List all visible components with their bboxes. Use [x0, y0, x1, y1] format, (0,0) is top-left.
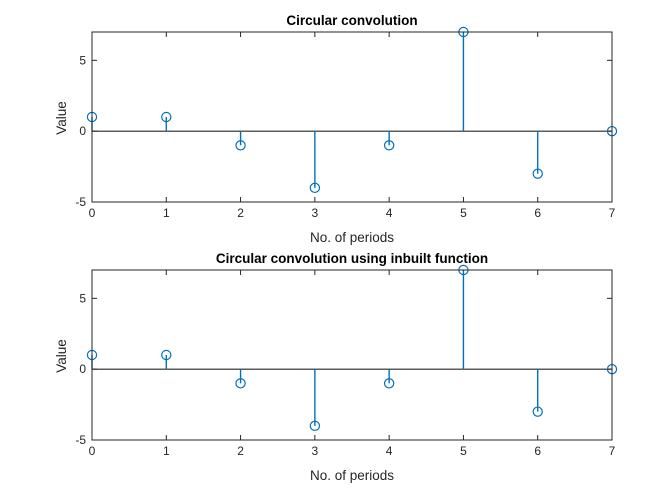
subplot-2-xtick-label: 5	[460, 444, 467, 458]
subplot-2-xtick-label: 7	[609, 444, 616, 458]
subplot-2-xtick-label: 3	[312, 444, 319, 458]
subplot-2-stem-marker	[383, 378, 395, 389]
subplot-2-stem-marker	[532, 406, 543, 417]
subplot-1-ytick-label: -5	[75, 195, 86, 209]
subplot-2-xlabel: No. of periods	[310, 468, 394, 483]
subplot-1-ytick-label: 5	[79, 53, 86, 67]
subplot-2-axes-box	[91, 269, 613, 441]
subplot-1-xlabel: No. of periods	[310, 230, 394, 245]
subplot-1-xtick-label: 0	[89, 206, 96, 220]
subplot-2-xtick-label: 6	[534, 444, 541, 458]
subplot-2-xtick-label: 4	[386, 444, 393, 458]
subplot-2: Circular convolution using inbuilt funct…	[54, 251, 618, 483]
subplot-2-title: Circular convolution using inbuilt funct…	[216, 251, 488, 266]
subplot-1-xtick-label: 3	[312, 206, 319, 220]
subplot-1-stem-marker	[161, 111, 172, 123]
subplot-2-xtick-label: 2	[237, 444, 244, 458]
subplot-1-stem-marker	[309, 182, 321, 194]
subplot-2-ylabel: Value	[54, 339, 69, 373]
subplot-1-ytick-label: 0	[79, 124, 86, 138]
subplot-2-ytick-label: 0	[79, 362, 86, 376]
subplot-1: Circular convolution No. of periods Valu…	[54, 13, 618, 245]
subplot-1-xtick-label: 4	[386, 206, 393, 220]
subplot-1-stem-marker	[383, 140, 395, 151]
subplot-2-ytick-label: -5	[75, 433, 86, 447]
subplot-2-stem-marker	[309, 420, 321, 432]
subplot-1-stem-marker	[235, 140, 246, 151]
subplot-2-xtick-label: 0	[89, 444, 96, 458]
subplot-1-axes-box	[91, 31, 613, 203]
subplot-2-xtick-label: 1	[163, 444, 170, 458]
subplot-1-stem-marker	[532, 168, 543, 179]
subplot-1-xtick-label: 5	[460, 206, 467, 220]
subplot-2-ytick-label: 5	[79, 291, 86, 305]
subplot-2-stem-marker	[235, 378, 246, 389]
subplot-2-stem-marker	[161, 349, 172, 361]
subplot-1-title: Circular convolution	[286, 13, 417, 28]
subplot-1-xtick-label: 6	[534, 206, 541, 220]
subplot-1-xtick-label: 2	[237, 206, 244, 220]
subplot-1-xtick-label: 7	[609, 206, 616, 220]
subplot-1-ylabel: Value	[54, 101, 69, 135]
subplot-1-xtick-label: 1	[163, 206, 170, 220]
